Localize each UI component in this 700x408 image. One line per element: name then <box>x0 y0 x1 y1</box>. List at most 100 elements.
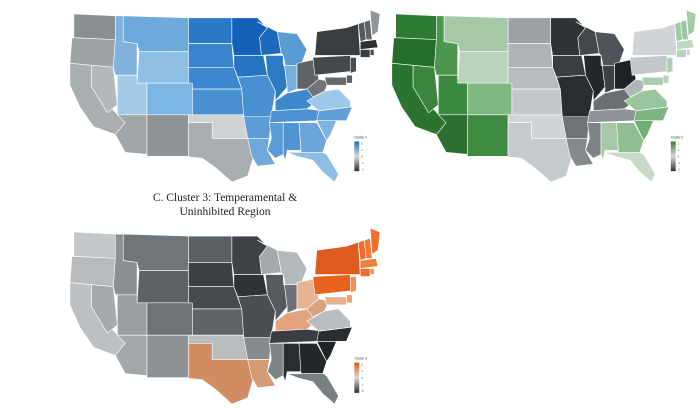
state-nd <box>188 17 233 44</box>
state-sd <box>507 43 553 68</box>
state-ms <box>585 122 602 159</box>
map-legend: Cluster 3 2 1 0 -1 -2 <box>354 356 367 393</box>
state-nm <box>467 114 509 157</box>
state-ma <box>676 39 695 50</box>
legend-tick-label: 0 <box>678 154 680 158</box>
cluster-2-map-panel: Cluster 2 2 1 0 -1 -2 <box>386 6 696 184</box>
cluster-3-caption-line-2: Uninhibited Region <box>179 206 271 218</box>
state-wv <box>624 78 646 98</box>
legend-tick-label: 0 <box>361 376 363 380</box>
state-nv <box>412 65 439 114</box>
state-ri <box>686 49 691 56</box>
state-wa <box>395 13 437 40</box>
state-nh <box>363 19 373 40</box>
map-legend: Cluster 2 2 1 0 -1 -2 <box>670 135 684 172</box>
state-wa <box>73 13 116 40</box>
cluster-3-map: Cluster 3 2 1 0 -1 -2 <box>69 227 380 405</box>
state-la <box>565 138 594 167</box>
state-md <box>324 296 347 306</box>
state-la <box>247 359 276 389</box>
cluster-2-map: Cluster 2 2 1 0 -1 -2 <box>391 9 696 183</box>
state-ri <box>369 268 375 275</box>
state-ne <box>188 286 243 310</box>
state-ia <box>233 55 268 78</box>
legend-color-ramp <box>670 141 676 172</box>
state-nm <box>146 334 189 378</box>
state-nh <box>363 237 373 259</box>
state-ct <box>676 49 687 58</box>
cluster-1-map-panel: Cluster 1 2 1 0 -1 -2 <box>64 6 380 184</box>
state-or <box>69 256 116 287</box>
state-ms <box>267 343 284 381</box>
state-fl <box>604 152 656 183</box>
state-ks <box>192 88 245 116</box>
legend-tick-label: 2 <box>361 141 363 145</box>
state-nm <box>146 114 189 157</box>
state-co <box>467 82 513 116</box>
state-tn <box>269 108 324 123</box>
state-ri <box>369 49 375 56</box>
legend-tick-label: -2 <box>361 389 364 393</box>
state-de <box>346 74 353 84</box>
state-ar <box>243 116 272 139</box>
state-ct <box>359 268 371 277</box>
state-tx <box>182 343 254 405</box>
legend-tick-label: 1 <box>678 148 680 152</box>
state-or <box>391 37 437 68</box>
state-de <box>346 294 353 304</box>
state-wa <box>73 231 116 259</box>
state-wy <box>136 270 189 304</box>
state-nj <box>666 57 674 74</box>
legend-tick-label: 2 <box>678 141 680 145</box>
legend-tick-label: -1 <box>361 161 364 165</box>
state-md <box>641 76 664 86</box>
legend-tick-label: -1 <box>361 383 364 387</box>
state-nj <box>350 57 357 74</box>
state-ny <box>314 23 361 56</box>
state-fl <box>286 373 339 405</box>
state-ma <box>359 39 379 50</box>
state-me <box>369 9 380 36</box>
legend-tick-label: -2 <box>678 168 681 172</box>
state-ma <box>359 258 379 269</box>
state-ne <box>188 67 243 90</box>
state-ar <box>243 336 272 360</box>
state-tn <box>269 328 324 344</box>
state-me <box>369 227 380 255</box>
legend-color-ramp <box>354 362 360 393</box>
cluster-1-map: Cluster 12 1 0 -1 -2 <box>69 9 380 183</box>
cluster-3-caption-line-1: C. Cluster 3: Temperamental & <box>152 192 298 204</box>
legend-tick-label: 1 <box>361 369 363 373</box>
state-sd <box>188 43 235 68</box>
state-ny <box>314 241 361 275</box>
state-ar <box>562 116 590 139</box>
cluster-a-states <box>69 9 380 183</box>
state-nh <box>680 19 689 40</box>
state-ga <box>298 122 327 153</box>
state-wy <box>457 51 509 84</box>
state-wy <box>136 51 189 84</box>
legend-title: Cluster 2 <box>671 135 684 139</box>
state-ia <box>233 274 268 298</box>
state-wv <box>306 298 329 318</box>
state-de <box>662 74 670 84</box>
state-nv <box>91 284 118 334</box>
cluster-3-caption: C. Cluster 3: Temperamental & Uninhibite… <box>140 191 310 219</box>
legend-tick-label: 0 <box>361 154 363 158</box>
legend-tick-label: -2 <box>361 168 364 172</box>
state-nd <box>507 17 551 44</box>
state-md <box>324 76 347 86</box>
state-ia <box>552 55 586 78</box>
map-legend: Cluster 12 1 0 -1 -2 <box>354 136 367 172</box>
state-pa <box>312 55 353 76</box>
cluster-b-states <box>391 9 696 183</box>
state-tx <box>501 122 573 183</box>
legend-tick-label: -1 <box>678 161 681 165</box>
state-ms <box>267 122 284 159</box>
cluster-c-states <box>69 227 380 405</box>
state-wv <box>306 78 329 98</box>
state-ks <box>192 308 245 336</box>
state-mo <box>556 74 594 118</box>
state-nv <box>91 65 118 114</box>
state-ga <box>298 343 327 374</box>
